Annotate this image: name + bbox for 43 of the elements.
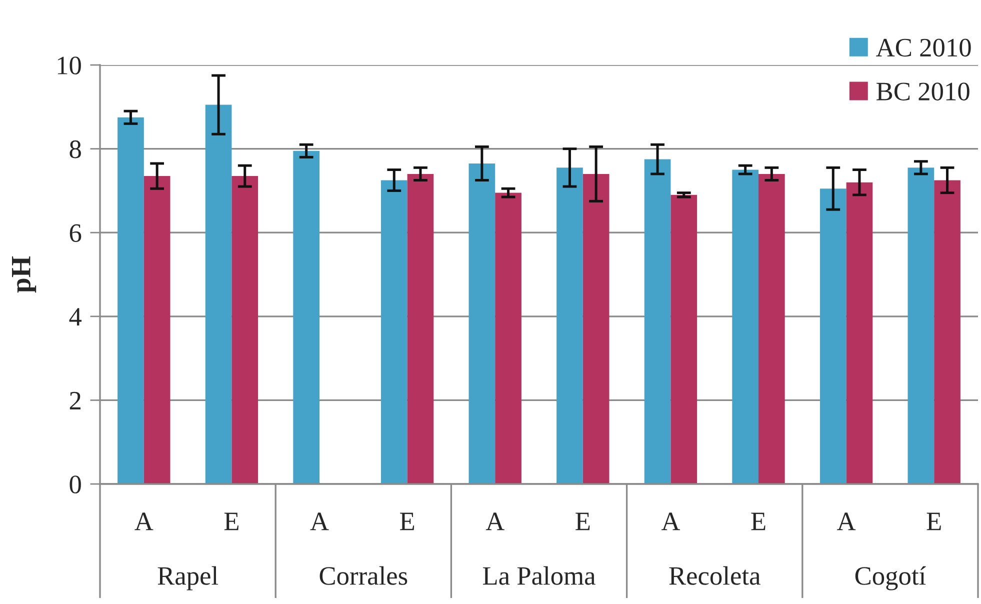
bar xyxy=(118,117,144,484)
bar xyxy=(293,150,320,484)
x-tick-label: E xyxy=(576,512,590,530)
x-tick-label: A xyxy=(837,512,856,530)
bar xyxy=(670,194,698,484)
bar xyxy=(934,180,960,484)
x-tick-label: A xyxy=(310,512,329,530)
bar xyxy=(758,174,785,484)
bar xyxy=(582,174,610,484)
x-tick-label: A xyxy=(486,512,504,530)
x-tick-label: E xyxy=(751,512,766,530)
y-tick-label: 10 xyxy=(58,56,81,74)
x-tick-label: E xyxy=(400,512,414,530)
y-tick-label: 2 xyxy=(70,392,80,410)
y-tick-label: 4 xyxy=(69,308,82,326)
y-tick-label: 6 xyxy=(70,224,82,242)
bar xyxy=(380,180,408,484)
text: Recoleta xyxy=(669,566,760,585)
x-tick-label: E xyxy=(224,512,238,530)
bar xyxy=(205,104,232,484)
x-tick-label: A xyxy=(134,512,154,530)
bar xyxy=(732,170,758,484)
bar xyxy=(232,176,258,484)
text: Cogotí xyxy=(855,566,926,590)
bar xyxy=(846,182,873,484)
y-axis-title: pH xyxy=(12,256,36,293)
bar xyxy=(820,188,846,484)
text: La Paloma xyxy=(482,566,596,585)
bar xyxy=(644,159,671,484)
y-tick-label: 0 xyxy=(70,476,81,494)
legend-label: AC 2010 xyxy=(876,38,971,57)
bar xyxy=(468,163,496,484)
bar xyxy=(495,192,522,484)
legend-label: BC 2010 xyxy=(876,82,970,100)
bar xyxy=(908,168,934,484)
text: Corrales xyxy=(320,566,408,585)
text: Rapel xyxy=(158,566,218,590)
bar xyxy=(407,174,434,484)
x-tick-label: E xyxy=(926,512,941,530)
y-tick-label: 8 xyxy=(70,140,81,158)
bar xyxy=(144,176,170,484)
x-tick-label: A xyxy=(661,512,680,530)
bar xyxy=(556,168,583,484)
